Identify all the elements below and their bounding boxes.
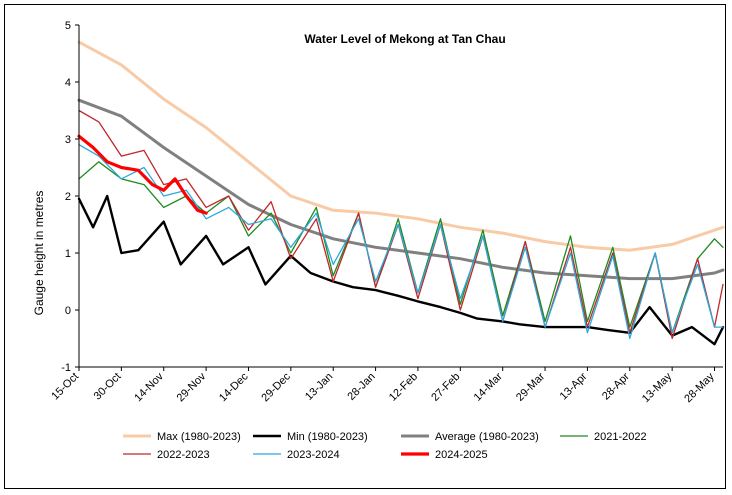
x-tick-label: 12-Feb — [387, 371, 420, 404]
y-tick-label: 4 — [65, 77, 71, 89]
series-line-y2021 — [78, 161, 724, 334]
series-line-min — [77, 194, 725, 346]
series-line-y2022 — [78, 109, 724, 340]
x-tick-label: 15-Oct — [49, 371, 81, 403]
x-tick-label: 28-Jan — [345, 371, 377, 403]
y-tick-label: 2 — [65, 191, 71, 203]
x-tick-label: 14-Mar — [472, 370, 505, 403]
series-line-average — [77, 98, 725, 281]
y-tick-label: 0 — [65, 305, 71, 317]
x-tick-label: 29-Mar — [514, 370, 547, 403]
x-tick-label: 14-Dec — [217, 370, 251, 404]
series-layer — [77, 40, 725, 346]
series-line-y2024 — [77, 134, 208, 215]
legend-item-min: Min (1980-2023) — [253, 431, 368, 443]
legend: Max (1980-2023) Min (1980-2023) Average (1… — [123, 431, 647, 461]
x-tick-label: 13-Jan — [303, 371, 335, 403]
x-tick-label: 29-Nov — [175, 370, 209, 404]
x-tick-label: 29-Dec — [259, 370, 293, 404]
legend-label-max: Max (1980-2023) — [157, 431, 241, 443]
x-tick-label: 27-Feb — [429, 371, 462, 404]
x-tick-label: 28-Apr — [600, 370, 632, 402]
legend-label-y2022: 2022-2023 — [157, 449, 210, 461]
legend-item-y2024: 2024-2025 — [401, 449, 488, 461]
y-tick-label: 1 — [65, 248, 71, 260]
chart-frame: Water Level of Mekong at Tan Chau Gauge … — [4, 4, 726, 489]
series-line-y2023 — [78, 144, 724, 340]
y-tick-label: -1 — [61, 362, 71, 374]
legend-item-y2021: 2021-2022 — [560, 431, 647, 443]
legend-label-y2021: 2021-2022 — [594, 431, 647, 443]
y-tick-label: 3 — [65, 134, 71, 146]
legend-label-y2023: 2023-2024 — [287, 449, 340, 461]
legend-label-min: Min (1980-2023) — [287, 431, 368, 443]
x-tick-label: 28-May — [682, 370, 717, 405]
legend-item-max: Max (1980-2023) — [123, 431, 241, 443]
legend-label-average: Average (1980-2023) — [435, 431, 539, 443]
x-tick-label: 13-May — [640, 370, 675, 405]
legend-item-y2022: 2022-2023 — [123, 449, 210, 461]
series-line-max — [77, 40, 725, 252]
x-tick-label: 13-Apr — [558, 370, 590, 402]
legend-label-y2024: 2024-2025 — [435, 449, 488, 461]
y-axis-label: Gauge height in metres — [32, 191, 46, 316]
water-level-chart: Water Level of Mekong at Tan Chau Gauge … — [32, 20, 725, 461]
legend-item-y2023: 2023-2024 — [253, 449, 340, 461]
y-tick-label: 5 — [65, 20, 71, 32]
legend-item-average: Average (1980-2023) — [401, 431, 539, 443]
x-tick-label: 30-Oct — [92, 371, 124, 403]
chart-title: Water Level of Mekong at Tan Chau — [304, 32, 505, 46]
x-tick-label: 14-Nov — [132, 370, 166, 404]
